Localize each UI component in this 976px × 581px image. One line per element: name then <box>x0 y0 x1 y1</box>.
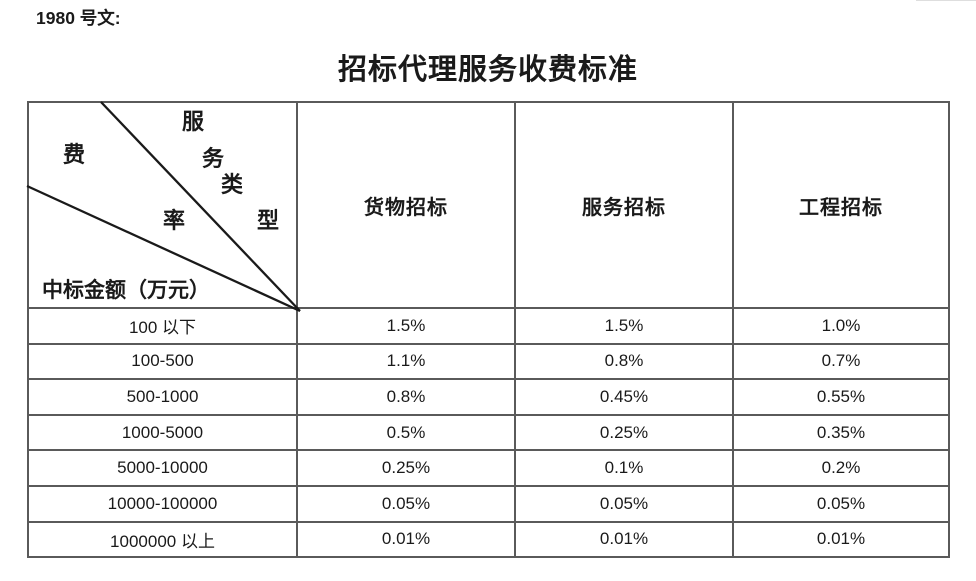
amount-range-cell: 10000-100000 <box>29 484 296 521</box>
amount-range-cell: 100-500 <box>29 342 296 379</box>
document-title: 招标代理服务收费标准 <box>337 54 638 86</box>
corner-fee-char: 费 <box>63 142 86 167</box>
corner-service-char: 类 <box>221 172 244 197</box>
fee-rate-cell: 0.25% <box>296 449 514 485</box>
amount-range-cell: 5000-10000 <box>29 449 296 485</box>
amount-range-cell: 1000000 以上 <box>29 520 296 557</box>
column-header-works: 工程招标 <box>732 103 948 307</box>
fee-rate-cell: 0.25% <box>514 413 732 450</box>
column-header-services: 服务招标 <box>514 103 732 307</box>
page-edge-hairline <box>916 0 976 1</box>
corner-service-char: 服 <box>182 109 205 134</box>
fee-rate-cell: 0.8% <box>296 378 514 414</box>
diagonal-divider-lines <box>26 101 301 313</box>
fee-rate-cell: 0.5% <box>296 413 514 450</box>
corner-service-char: 务 <box>202 146 225 171</box>
fee-rate-cell: 0.01% <box>514 520 732 557</box>
fee-rate-cell: 0.01% <box>296 520 514 557</box>
table-corner-cell: 费 服 务 类 型 率 中标金额（万元） <box>26 101 301 313</box>
column-header-goods: 货物招标 <box>296 103 514 307</box>
fee-rate-cell: 1.5% <box>296 307 514 343</box>
fee-rate-cell: 0.35% <box>732 413 948 450</box>
row-axis-label: 中标金额（万元） <box>42 278 210 302</box>
fee-rate-cell: 0.05% <box>732 484 948 521</box>
fee-rate-cell: 1.5% <box>514 307 732 343</box>
fee-rate-cell: 0.05% <box>514 484 732 521</box>
fee-rate-cell: 0.01% <box>732 520 948 557</box>
amount-range-cell: 500-1000 <box>29 378 296 414</box>
doc-number: 1980 号文: <box>36 8 121 28</box>
amount-range-cell: 100 以下 <box>29 307 296 343</box>
fee-rate-cell: 0.7% <box>732 342 948 379</box>
fee-rate-cell: 0.1% <box>514 449 732 485</box>
fee-standard-table: 费 服 务 类 型 率 中标金额（万元） 货物招标 服务招标 工程招标 100 … <box>26 101 950 558</box>
fee-rate-cell: 0.45% <box>514 378 732 414</box>
amount-range-cell: 1000-5000 <box>29 413 296 450</box>
fee-rate-cell: 0.2% <box>732 449 948 485</box>
fee-rate-cell: 0.8% <box>514 342 732 379</box>
fee-rate-cell: 1.1% <box>296 342 514 379</box>
corner-service-char: 型 <box>257 208 280 233</box>
corner-rate-char: 率 <box>163 208 186 233</box>
fee-rate-cell: 1.0% <box>732 307 948 343</box>
fee-rate-cell: 0.55% <box>732 378 948 414</box>
fee-rate-cell: 0.05% <box>296 484 514 521</box>
